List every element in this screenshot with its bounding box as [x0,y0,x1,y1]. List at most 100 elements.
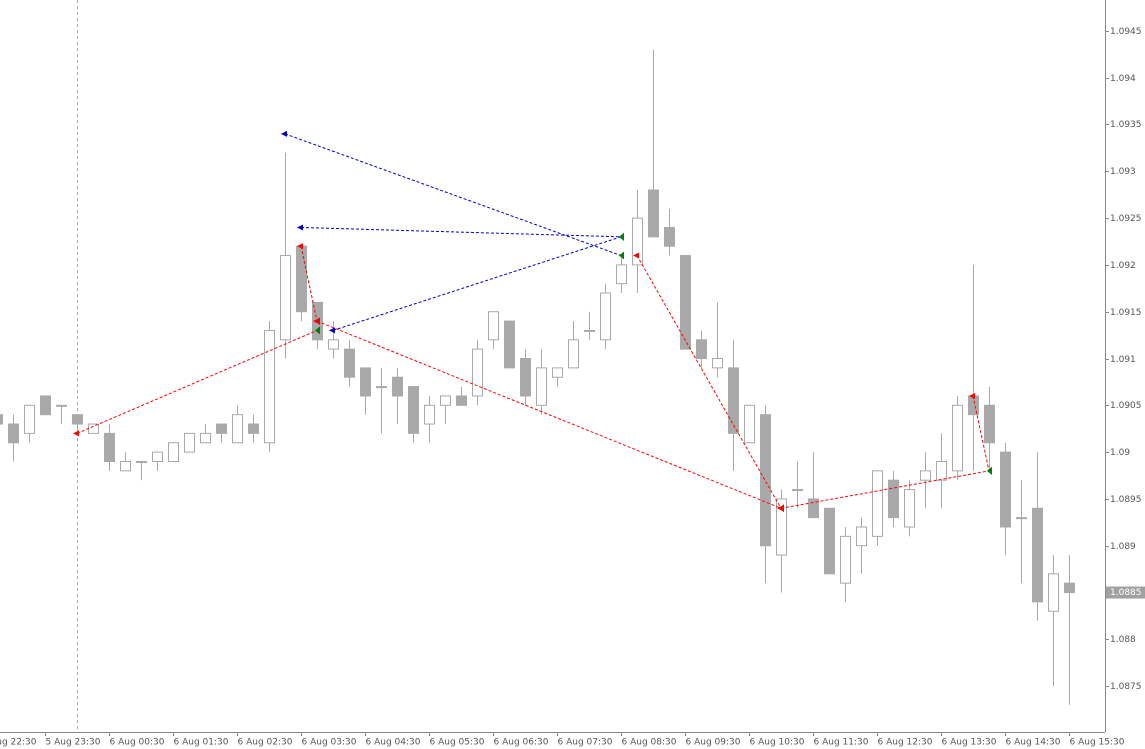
candle-body [152,451,163,462]
candle-body [1000,451,1011,528]
trade-open-marker [73,430,79,437]
trade-open-marker [297,243,303,250]
trade-close-marker [987,466,992,475]
trade-open-marker [297,224,303,231]
candle-body [712,358,723,369]
candle-body [1032,507,1043,603]
candle-body [376,386,387,389]
x-tick-label: 5 Aug 23:30 [46,738,101,748]
x-tick-label: 6 Aug 09:30 [686,738,741,748]
trade-open-marker [777,505,783,512]
candle-body [456,395,467,406]
x-tick-label: 6 Aug 08:30 [622,738,677,748]
x-tick-label: 6 Aug 07:30 [558,738,613,748]
candle-body [136,460,147,463]
candle-body [824,507,835,575]
x-tick-label: 6 Aug 06:30 [494,738,549,748]
candle-body [488,311,499,341]
y-tick-label: 1.0895 [1110,495,1142,505]
last-price-box [1106,586,1145,599]
trade-open-marker [633,252,639,259]
candle-body [232,414,243,444]
x-tick-label: 6 Aug 15:30 [1070,738,1125,748]
trade-line [972,395,990,471]
candle-body [24,404,35,434]
candle-body [1016,517,1027,520]
y-tick-label: 1.0935 [1110,120,1142,130]
candle-body [392,376,403,397]
trade-open-marker [969,392,975,399]
y-tick-label: 1.0875 [1110,682,1142,692]
candle-body [632,217,643,266]
candle-body [584,329,595,332]
candle-body [680,255,691,350]
y-tick-label: 1.088 [1110,635,1136,645]
candle-body [1048,573,1059,612]
candle-body [904,489,915,528]
candle-body [984,404,995,444]
trade-close-marker [315,326,320,335]
candle-body [56,404,67,407]
y-tick-label: 1.0905 [1110,401,1142,411]
candle-body [696,339,707,360]
trade-line [780,470,990,509]
candle-body [600,292,611,341]
candle-body [616,264,627,285]
candle-body [328,339,339,350]
candle-body [856,526,867,547]
candle-body [280,255,291,341]
x-tick-label: 6 Aug 01:30 [174,738,229,748]
y-tick-label: 1.091 [1110,355,1136,365]
trade-open-marker [281,130,287,137]
trade-line [636,255,782,509]
candle-body [104,432,115,462]
candle-body [120,460,131,472]
trade-line [316,320,782,509]
candle-body [216,423,227,434]
candle-body [536,367,547,406]
x-tick-label: 5 Aug 22:30 [0,738,37,748]
candle-body [776,498,787,556]
x-tick-label: 6 Aug 02:30 [238,738,293,748]
candle-body [472,348,483,397]
x-tick-label: 6 Aug 12:30 [878,738,933,748]
trade-line [284,133,622,257]
candle-body [792,489,803,492]
candle-body [872,470,883,537]
y-tick-label: 1.0945 [1110,27,1142,37]
candle-body [344,348,355,378]
candle-body [520,358,531,397]
candle-body [760,414,771,547]
x-tick-label: 6 Aug 10:30 [750,738,805,748]
candle-body [648,189,659,238]
candle-body [728,367,739,434]
candle-body [184,432,195,453]
candle-body [88,423,99,434]
trade-open-marker [329,327,335,334]
trade-line [300,226,622,238]
candle-body [8,423,19,444]
trade-open-marker [313,318,319,325]
candle-body [952,404,963,472]
candle-body [744,404,755,444]
candle-body [408,386,419,434]
candle-body [936,460,947,481]
trade-close-marker [619,251,624,260]
x-tick-label: 6 Aug 13:30 [942,738,997,748]
candle-body [1064,582,1075,594]
candle-body [808,498,819,519]
x-tick-label: 6 Aug 04:30 [366,738,421,748]
candle-body [568,339,579,369]
candle-body [424,404,435,425]
candle-body [168,442,179,462]
x-tick-label: 6 Aug 11:30 [814,738,869,748]
x-tick-label: 6 Aug 14:30 [1006,738,1061,748]
y-tick-label: 1.094 [1110,74,1136,84]
candle-body [440,395,451,406]
y-tick-label: 1.093 [1110,167,1136,177]
x-tick-label: 6 Aug 05:30 [430,738,485,748]
trade-line [300,246,318,322]
candle-body [264,329,275,444]
